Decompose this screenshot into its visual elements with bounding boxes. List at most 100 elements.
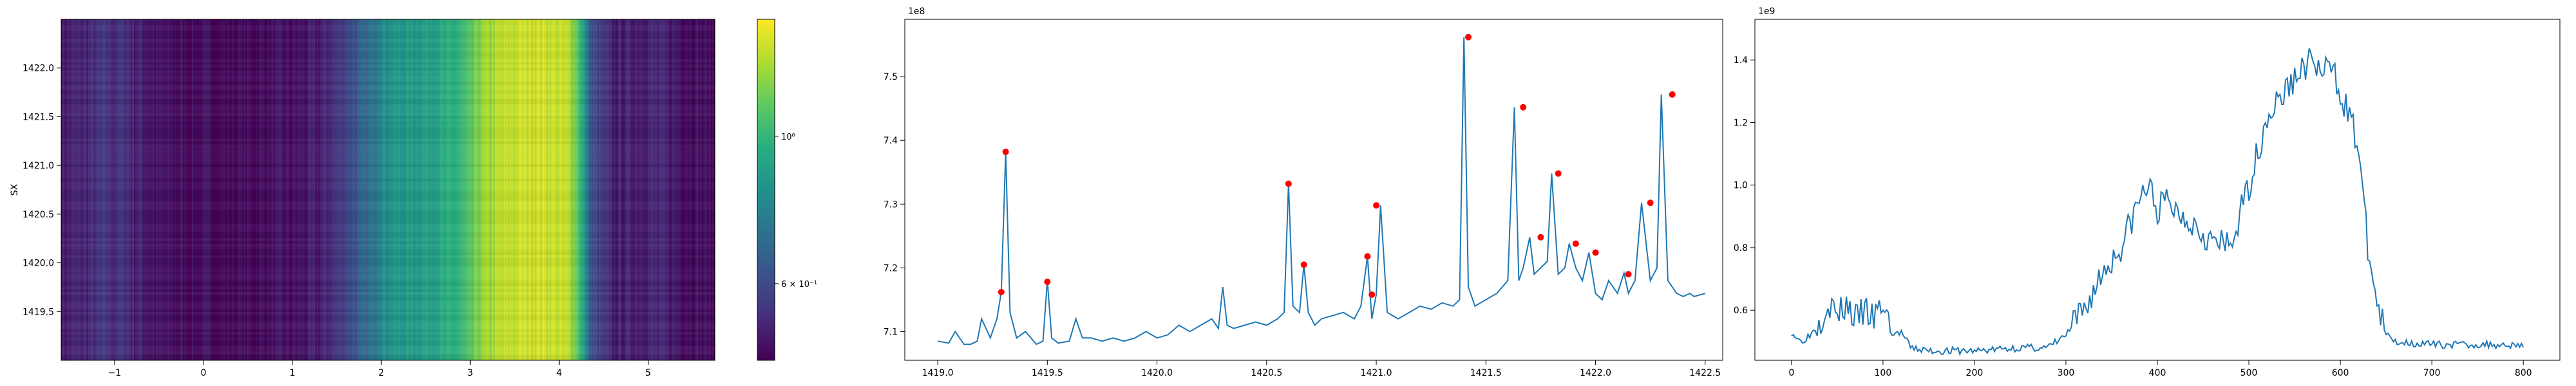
heatmap-column xyxy=(449,19,451,360)
heatmap-column xyxy=(61,19,64,360)
heatmap-column xyxy=(440,19,442,360)
heatmap-row xyxy=(61,156,715,158)
heatmap-row xyxy=(61,331,715,335)
heatmap-column xyxy=(529,19,531,360)
heatmap-column xyxy=(450,19,453,360)
heatmap-row xyxy=(61,258,715,261)
heatmap-column xyxy=(535,19,537,360)
heatmap-column xyxy=(243,19,246,360)
heatmap-column xyxy=(659,19,662,360)
heatmap-panel: −1 0 1 2 3 4 5 1419.51420.01420.51421.01421.51… xyxy=(10,19,715,378)
heatmap-column xyxy=(547,19,549,360)
heatmap-column xyxy=(614,19,616,360)
heatmap-column xyxy=(460,19,463,360)
heatmap-column xyxy=(654,19,656,360)
colorbar-tick-label: 6 × 10⁻¹ xyxy=(781,280,817,290)
heatmap-column xyxy=(504,19,506,360)
peak-marker xyxy=(1044,279,1051,286)
heatmap-column xyxy=(222,19,224,360)
heatmap-row xyxy=(61,102,715,105)
heatmap-row xyxy=(61,136,715,138)
heatmap-column xyxy=(430,19,432,360)
heatmap-row xyxy=(61,178,715,181)
heatmap-row xyxy=(61,320,715,323)
heatmap-column xyxy=(474,19,477,360)
heatmap-column xyxy=(661,19,664,360)
signal-y-label: 0.6 xyxy=(1734,306,1748,316)
heatmap-column xyxy=(538,19,540,360)
heatmap-column xyxy=(79,19,81,360)
heatmap-column xyxy=(297,19,299,360)
heatmap-column xyxy=(348,19,350,360)
heatmap-column xyxy=(205,19,207,360)
heatmap-column xyxy=(526,19,529,360)
heatmap-column xyxy=(513,19,515,360)
heatmap-column xyxy=(444,19,447,360)
heatmap-column xyxy=(618,19,621,360)
heatmap-column xyxy=(569,19,572,360)
heatmap-column xyxy=(601,19,604,360)
peaks-y-label: 7.4 xyxy=(884,136,898,146)
heatmap-column xyxy=(573,19,576,360)
heatmap-column xyxy=(337,19,340,360)
heatmap-column xyxy=(706,19,708,360)
heatmap-column xyxy=(572,19,574,360)
heatmap-column xyxy=(488,19,490,360)
heatmap-column xyxy=(352,19,355,360)
heatmap-column xyxy=(689,19,692,360)
heatmap-column xyxy=(624,19,627,360)
heatmap-row xyxy=(61,107,715,110)
heatmap-column xyxy=(597,19,600,360)
heatmap-row xyxy=(61,311,715,315)
heatmap-column xyxy=(315,19,317,360)
heatmap-column xyxy=(373,19,375,360)
heatmap-column xyxy=(370,19,372,360)
heatmap-row xyxy=(61,280,715,283)
heatmap-column xyxy=(478,19,481,360)
heatmap-row xyxy=(61,263,715,267)
heatmap-column xyxy=(131,19,133,360)
heatmap-row xyxy=(61,335,715,338)
signal-x-label: 600 xyxy=(2332,368,2349,378)
heatmap-column xyxy=(122,19,124,360)
heatmap-column xyxy=(657,19,659,360)
heatmap-column xyxy=(62,19,65,360)
heatmap-column xyxy=(134,19,137,360)
peak-marker xyxy=(1647,199,1654,207)
heatmap-column xyxy=(278,19,280,360)
heatmap-column xyxy=(464,19,466,360)
heatmap-column xyxy=(309,19,312,360)
heatmap-row xyxy=(61,65,715,68)
heatmap-column xyxy=(515,19,518,360)
heatmap-column xyxy=(611,19,613,360)
heatmap-column xyxy=(650,19,653,360)
heatmap-column xyxy=(101,19,104,360)
heatmap-column xyxy=(457,19,460,360)
heatmap-column xyxy=(199,19,202,360)
heatmap-column xyxy=(149,19,151,360)
heatmap-row xyxy=(61,164,715,167)
peak-marker xyxy=(1300,261,1307,268)
heatmap-column xyxy=(428,19,430,360)
heatmap-column xyxy=(132,19,135,360)
heatmap-column xyxy=(282,19,285,360)
heatmap-x-label: 0 xyxy=(200,368,206,378)
signal-x-label: 0 xyxy=(1788,368,1794,378)
heatmap-column xyxy=(363,19,365,360)
heatmap-column xyxy=(514,19,516,360)
heatmap-column xyxy=(533,19,536,360)
peaks-series-line xyxy=(937,37,1706,345)
heatmap-row xyxy=(61,315,715,317)
heatmap-row xyxy=(61,297,715,301)
heatmap-column xyxy=(198,19,200,360)
heatmap-column xyxy=(553,19,555,360)
heatmap-row xyxy=(61,309,715,312)
heatmap-column xyxy=(627,19,630,360)
heatmap-column xyxy=(591,19,594,360)
heatmap-column xyxy=(334,19,337,360)
heatmap-row xyxy=(61,230,715,232)
heatmap-column xyxy=(227,19,230,360)
heatmap-column xyxy=(431,19,433,360)
heatmap-column xyxy=(620,19,622,360)
heatmap-row xyxy=(61,170,715,172)
